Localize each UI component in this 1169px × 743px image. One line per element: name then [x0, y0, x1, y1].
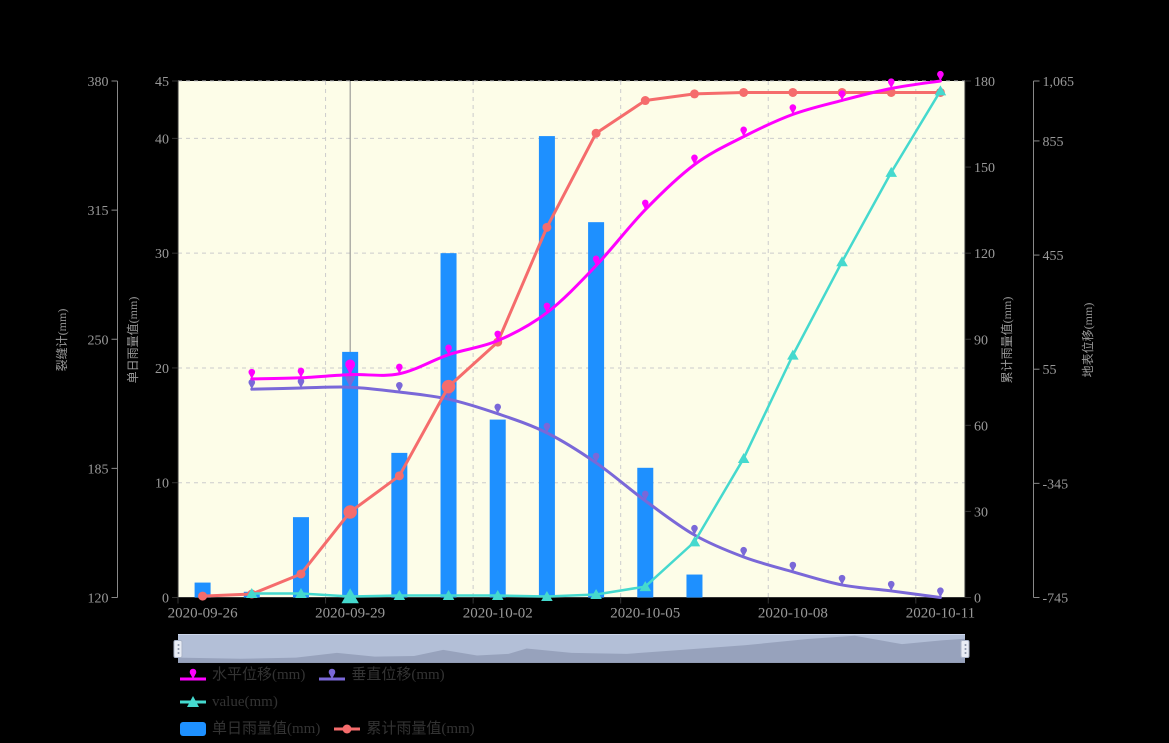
legend-item-horizontal-displacement[interactable]: 水平位移(mm): [180, 666, 305, 684]
series-horizontal-displacement: [248, 70, 944, 381]
legend-item-vertical-displacement[interactable]: 垂直位移(mm): [319, 666, 445, 684]
svg-text:30: 30: [974, 505, 988, 520]
svg-text:250: 250: [88, 333, 109, 348]
legend-marker-vertical-displacement: [319, 668, 346, 681]
legend-label: 垂直位移(mm): [351, 667, 445, 683]
svg-text:-745: -745: [1043, 592, 1069, 607]
svg-text:185: 185: [88, 462, 109, 477]
svg-text:2020-09-26: 2020-09-26: [168, 606, 238, 622]
axis-right-inner: 180 150 120 90 60 30 0: [964, 75, 995, 607]
plot-area[interactable]: [178, 81, 965, 598]
svg-text:120: 120: [88, 592, 109, 607]
series-daily-rainfall: [194, 136, 703, 598]
legend-item-daily-rainfall[interactable]: 单日雨量值(mm): [180, 720, 320, 738]
legend-row: value(mm): [180, 693, 475, 711]
legend-marker-daily-rainfall: [180, 722, 206, 736]
axis-name-left-outer: 裂缝计(mm): [54, 309, 69, 372]
svg-text:0: 0: [162, 592, 169, 607]
svg-text:455: 455: [1043, 249, 1064, 264]
axis-x: 2020-09-26 2020-09-29 2020-10-02 2020-10-05…: [168, 597, 975, 622]
svg-text:2020-10-11: 2020-10-11: [906, 606, 975, 622]
svg-text:90: 90: [974, 333, 988, 348]
datazoom-handle-left[interactable]: [173, 639, 183, 658]
svg-text:30: 30: [155, 247, 169, 262]
legend-row: 单日雨量值(mm) 累计雨量值(mm): [180, 720, 475, 738]
legend-label: 累计雨量值(mm): [366, 721, 475, 737]
svg-text:55: 55: [1043, 363, 1057, 378]
svg-text:150: 150: [974, 161, 995, 176]
axis-left-outer: 380 315 250 185 120: [88, 75, 118, 607]
gridlines: [178, 80, 965, 598]
series-cumulative-rainfall: [198, 87, 945, 601]
legend-row: 水平位移(mm) 垂直位移(mm): [180, 666, 475, 684]
legend-marker-value: [180, 696, 206, 707]
axis-name-right-outer: 地表位移(mm): [1080, 303, 1095, 378]
axis-left-inner: 45 40 30 20 10 0: [155, 75, 179, 607]
legend-marker-horizontal-displacement: [180, 668, 206, 681]
series-value: [245, 85, 947, 604]
datazoom-handle-right[interactable]: [960, 639, 970, 658]
legend-label: 水平位移(mm): [212, 667, 306, 683]
datazoom-slider[interactable]: [173, 634, 970, 663]
svg-text:1,065: 1,065: [1043, 75, 1075, 90]
svg-text:60: 60: [974, 419, 988, 434]
legend-item-value[interactable]: value(mm): [180, 693, 278, 711]
svg-text:315: 315: [88, 204, 109, 219]
legend: 水平位移(mm) 垂直位移(mm) value(mm) 单日雨量值(mm) 累计雨量值(…: [180, 666, 475, 738]
legend-item-cumulative-rainfall[interactable]: 累计雨量值(mm): [334, 720, 475, 738]
axis-name-right-inner: 累计雨量值(mm): [999, 297, 1014, 384]
svg-text:2020-09-29: 2020-09-29: [315, 606, 385, 622]
axis-right-outer: 1,065 855 455 55 -345 -745: [1033, 75, 1075, 607]
svg-text:10: 10: [155, 477, 169, 492]
legend-marker-cumulative-rainfall: [334, 724, 361, 734]
svg-text:2020-10-08: 2020-10-08: [758, 606, 828, 622]
svg-text:20: 20: [155, 362, 169, 377]
svg-text:180: 180: [974, 75, 995, 90]
svg-text:0: 0: [974, 592, 981, 607]
svg-text:855: 855: [1043, 135, 1064, 150]
svg-text:45: 45: [155, 75, 169, 90]
svg-text:380: 380: [88, 75, 109, 90]
svg-text:120: 120: [974, 247, 995, 262]
svg-text:2020-10-02: 2020-10-02: [463, 606, 533, 622]
legend-label: value(mm): [212, 694, 278, 710]
axis-name-left-inner: 单日雨量值(mm): [125, 297, 140, 384]
svg-text:40: 40: [155, 132, 169, 147]
svg-text:-345: -345: [1043, 477, 1069, 492]
legend-label: 单日雨量值(mm): [212, 721, 321, 737]
svg-text:2020-10-05: 2020-10-05: [610, 606, 680, 622]
datazoom-silhouette: [178, 635, 965, 662]
